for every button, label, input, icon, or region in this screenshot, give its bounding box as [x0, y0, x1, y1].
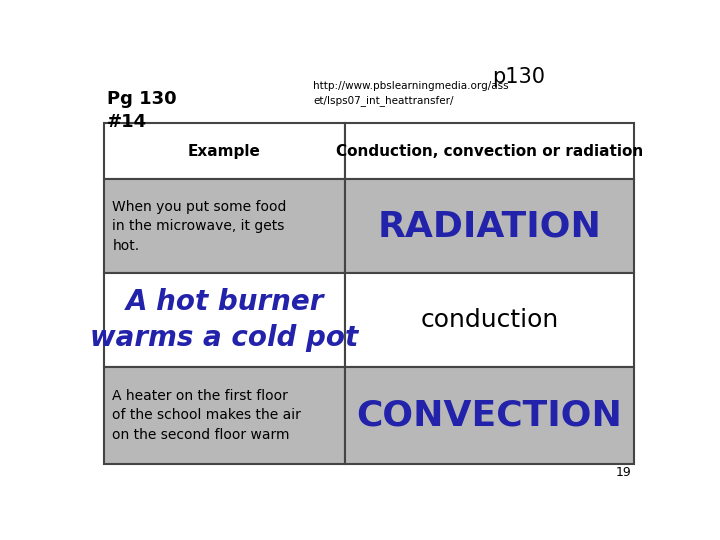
Text: p130: p130 — [492, 67, 545, 87]
Text: http://www.pbslearningmedia.org/ass
et/lsps07_int_heattransfer/: http://www.pbslearningmedia.org/ass et/l… — [313, 82, 509, 106]
Bar — [104, 367, 345, 464]
Text: CONVECTION: CONVECTION — [356, 399, 623, 433]
Bar — [104, 273, 345, 367]
Bar — [345, 367, 634, 464]
Bar — [104, 179, 345, 273]
Bar — [345, 273, 634, 367]
Text: Conduction, convection or radiation: Conduction, convection or radiation — [336, 144, 643, 159]
Text: conduction: conduction — [420, 308, 559, 332]
Bar — [104, 123, 345, 179]
Text: RADIATION: RADIATION — [378, 209, 601, 243]
Text: A heater on the first floor
of the school makes the air
on the second floor warm: A heater on the first floor of the schoo… — [112, 389, 301, 442]
Text: 19: 19 — [616, 466, 631, 479]
Bar — [345, 179, 634, 273]
Text: Pg 130
#14: Pg 130 #14 — [107, 90, 176, 131]
Text: Example: Example — [188, 144, 261, 159]
Text: When you put some food
in the microwave, it gets
hot.: When you put some food in the microwave,… — [112, 200, 287, 253]
Text: A hot burner
warms a cold pot: A hot burner warms a cold pot — [91, 287, 359, 352]
Bar — [345, 123, 634, 179]
